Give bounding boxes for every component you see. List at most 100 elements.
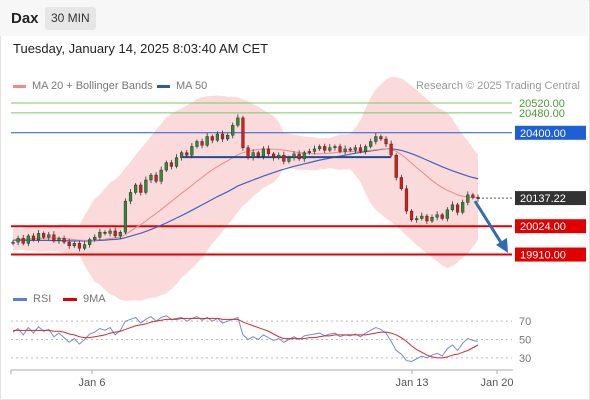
candle-body (440, 214, 444, 219)
candle-body (226, 135, 230, 140)
candle-body (31, 235, 36, 240)
candle-body (384, 138, 388, 145)
candle-body (220, 133, 225, 140)
candle-body (62, 238, 66, 243)
candle-body (169, 162, 173, 167)
candle-body (195, 141, 199, 147)
candle-body (292, 153, 296, 158)
legend-ma50-label: MA 50 (176, 80, 208, 92)
candle-body (134, 184, 138, 193)
candle-body (302, 152, 306, 160)
forecast-arrow-shaft (473, 200, 505, 247)
candle-body (251, 152, 255, 158)
candle-body (455, 204, 460, 213)
candle-body (246, 147, 250, 158)
legend-ma50: MA 50 (157, 80, 207, 92)
candle-body (57, 238, 61, 242)
candle-body (93, 236, 97, 240)
candle-body (21, 238, 25, 244)
candle-body (338, 146, 342, 152)
legend-ma20: MA 20 + Bollinger Bands (13, 80, 153, 92)
candle-body (333, 146, 337, 148)
instrument-title: Dax (11, 10, 39, 27)
candle-body (118, 231, 122, 237)
candle-body (236, 117, 240, 126)
candle-body (425, 215, 429, 222)
candle-body (128, 192, 133, 202)
candle-body (82, 244, 87, 249)
level-label-20520.00: 20520.00 (519, 98, 565, 110)
candle-body (149, 174, 153, 181)
candle-body (389, 143, 393, 156)
candle-body (42, 233, 46, 238)
candle-body (404, 188, 409, 212)
candle-body (409, 210, 414, 220)
candle-body (26, 235, 30, 244)
legend-rsi-label: RSI (33, 293, 52, 305)
legend-ma20-label: MA 20 + Bollinger Bands (32, 80, 153, 92)
legend-rsi: RSI (13, 293, 51, 305)
candle-body (476, 197, 480, 199)
candle-body (123, 200, 128, 233)
timeframe-button[interactable]: 30 MIN (45, 7, 96, 30)
candle-body (343, 148, 347, 152)
candle-body (113, 230, 117, 237)
candle-body (287, 157, 291, 162)
candle-body (266, 148, 271, 155)
rsi-tick-30: 30 (519, 353, 531, 365)
bollinger-band (13, 77, 478, 302)
last-price-tag (515, 191, 586, 206)
ma20-swatch (13, 84, 26, 88)
level-label-19910.00: 19910.00 (520, 250, 566, 262)
candle-body (466, 194, 470, 203)
candle-body (394, 154, 398, 178)
candle-body (72, 243, 76, 247)
candle-body (180, 152, 184, 158)
candle-body (399, 177, 403, 189)
candle-body (103, 231, 107, 234)
candle-body (190, 146, 194, 156)
candle-body (323, 146, 327, 151)
x-tick-label: Jan 6 (79, 377, 106, 389)
candle-body (374, 136, 378, 142)
legend-credit: Research © 2025 Trading Central (415, 80, 580, 92)
candle-body (77, 243, 82, 249)
chart-datetime: Tuesday, January 14, 2025 8:03:40 AM CET (13, 41, 269, 56)
candle-body (98, 231, 102, 238)
candle-body (16, 238, 20, 243)
rsi-swatch (13, 297, 27, 301)
candle-body (200, 141, 204, 146)
candle-body (272, 153, 276, 158)
candle-body (435, 214, 439, 218)
candle-body (231, 125, 235, 136)
candle-body (185, 152, 189, 156)
rsi-line (12, 315, 479, 363)
level-label-20024.00: 20024.00 (520, 221, 566, 233)
candle-body (52, 234, 56, 242)
candle-body (159, 169, 163, 182)
candle-body (415, 218, 419, 220)
candle-body (312, 148, 317, 152)
level-tag-20400.00 (515, 125, 586, 140)
forecast-arrow-head (496, 237, 508, 253)
level-label-20480.00: 20480.00 (519, 108, 565, 120)
legend-9ma: 9MA (63, 293, 106, 305)
candle-body (256, 152, 260, 157)
candle-body (164, 162, 168, 171)
candle-body (461, 202, 465, 213)
candle-body (369, 141, 373, 147)
candle-body (154, 174, 158, 182)
candle-body (88, 239, 92, 245)
legend-9ma-label: 9MA (83, 293, 106, 305)
candle-body (282, 154, 286, 162)
candle-body (420, 215, 424, 219)
candle-body (318, 146, 322, 150)
rsi-tick-50: 50 (519, 335, 531, 347)
x-tick-label: Jan 20 (480, 377, 513, 389)
candle-body (261, 148, 265, 157)
candle-body (450, 204, 455, 211)
candle-body (445, 209, 449, 219)
candle-body (348, 148, 352, 151)
rsi-ma-line (13, 317, 479, 359)
